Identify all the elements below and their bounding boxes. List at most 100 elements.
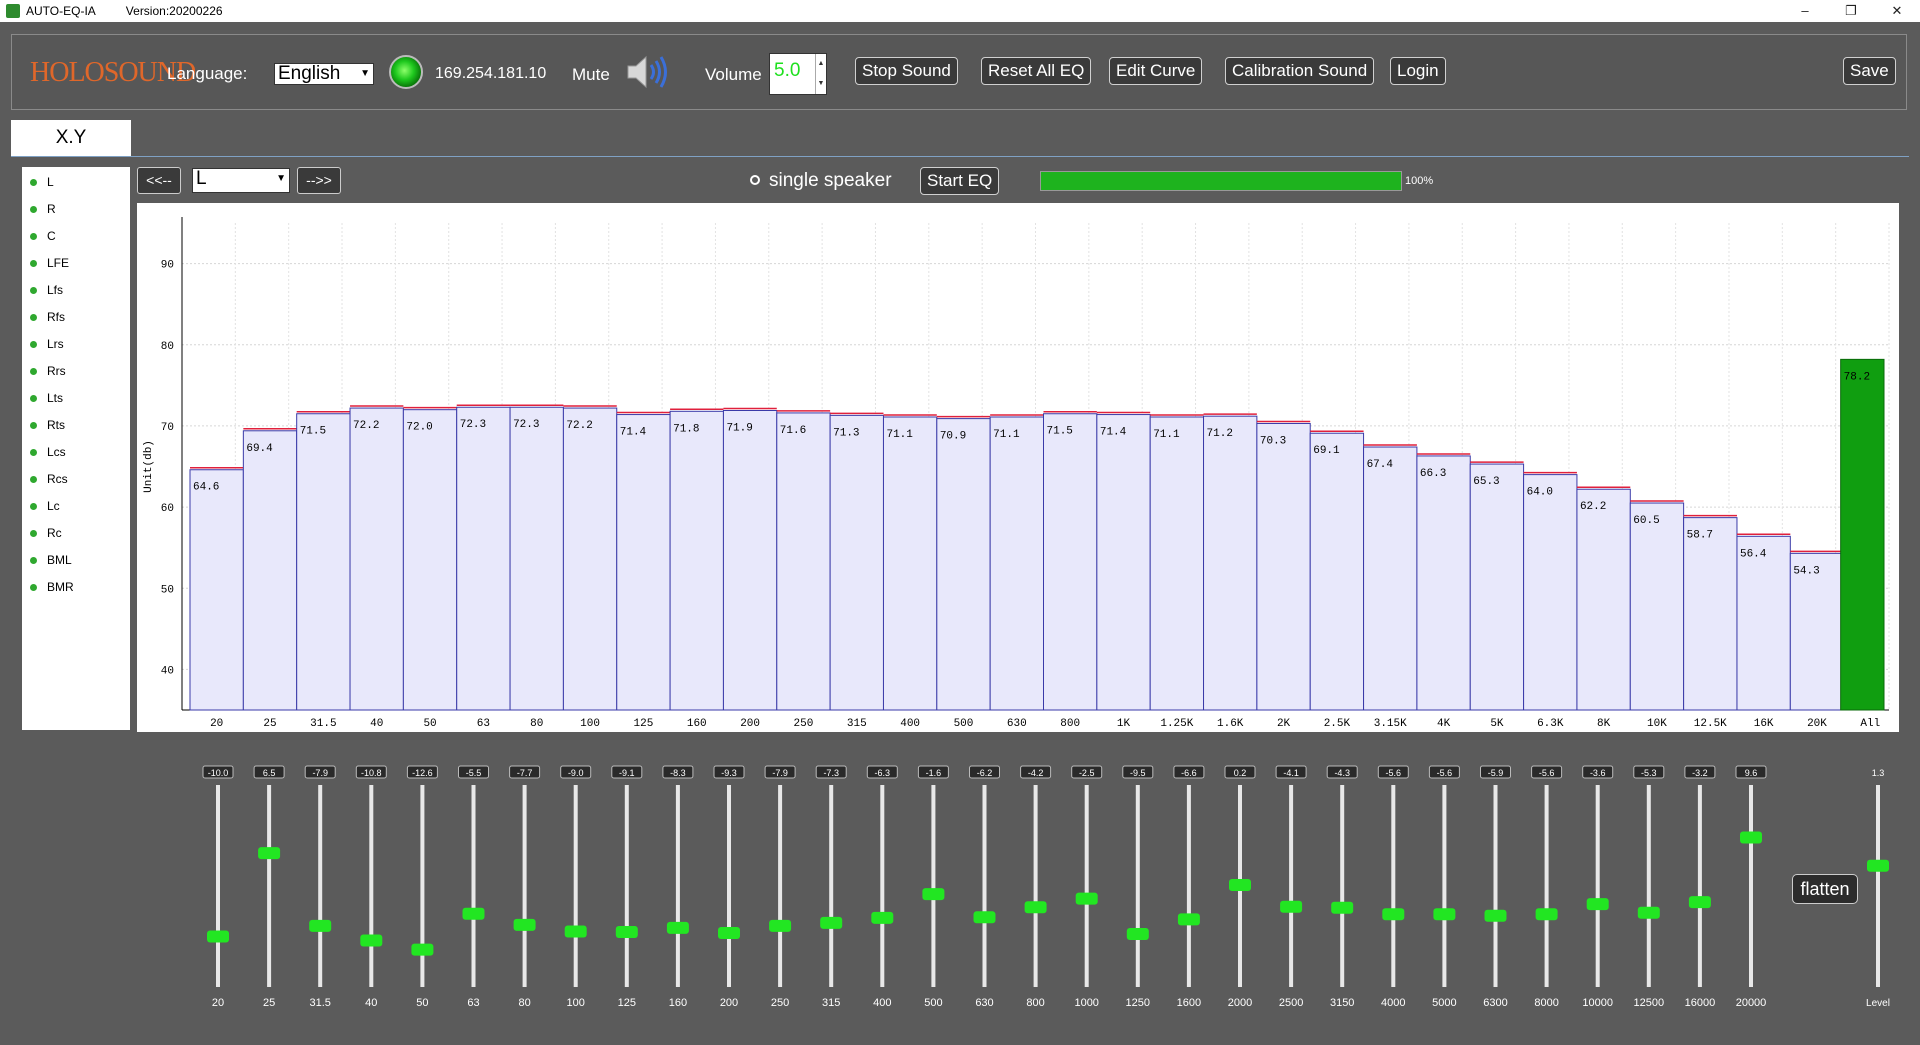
channel-status-icon [30, 232, 37, 240]
slider-handle[interactable] [1688, 896, 1711, 909]
channel-item-rc[interactable]: Rc [30, 526, 62, 540]
bar [349, 407, 404, 711]
tab-xy[interactable]: X.Y [11, 120, 131, 156]
band-label: 3150 [1330, 997, 1354, 1009]
slider-handle[interactable] [309, 919, 332, 932]
slider-handle[interactable] [1382, 908, 1405, 921]
x-tick-label: 250 [794, 718, 814, 730]
speaker-volume-icon[interactable] [626, 52, 670, 92]
bar [1789, 552, 1845, 711]
gain-value: 9.6 [1745, 768, 1758, 778]
spin-arrows-icon[interactable]: ▲ ▼ [815, 54, 826, 94]
next-channel-button[interactable]: -->> [297, 167, 341, 194]
slider-handle[interactable] [1586, 898, 1609, 911]
channel-status-icon [30, 529, 37, 537]
channel-item-lts[interactable]: Lts [30, 391, 63, 405]
reset-all-eq-button[interactable]: Reset All EQ [981, 57, 1092, 85]
slider-handle[interactable] [1535, 908, 1558, 921]
stop-sound-button[interactable]: Stop Sound [855, 57, 958, 85]
slider-handle[interactable] [1075, 892, 1098, 905]
slider-handle[interactable] [258, 847, 281, 860]
slider-handle[interactable] [513, 918, 536, 931]
channel-item-lc[interactable]: Lc [30, 499, 60, 513]
slider-handle[interactable] [1433, 908, 1456, 921]
x-tick-label: 160 [687, 718, 707, 730]
bar-value-label: 71.5 [1047, 426, 1073, 438]
slider-handle[interactable] [1484, 909, 1507, 922]
edit-curve-button[interactable]: Edit Curve [1109, 57, 1203, 85]
slider-handle[interactable] [564, 925, 587, 938]
maximize-icon[interactable]: ❐ [1845, 3, 1857, 18]
channel-item-bmr[interactable]: BMR [30, 580, 74, 594]
slider-handle[interactable] [462, 907, 485, 920]
slider-handle[interactable] [615, 925, 638, 938]
bar [669, 410, 724, 711]
channel-item-lcs[interactable]: Lcs [30, 445, 66, 459]
slider-handle[interactable] [820, 916, 843, 929]
slider-handle[interactable] [1280, 900, 1303, 913]
channel-item-rrs[interactable]: Rrs [30, 364, 66, 378]
channel-item-lfs[interactable]: Lfs [30, 283, 63, 297]
slider-handle[interactable] [1126, 927, 1149, 940]
slider-handle[interactable] [1740, 831, 1762, 844]
channel-item-lrs[interactable]: Lrs [30, 337, 64, 351]
channel-select[interactable]: L ▼ [192, 168, 290, 193]
save-button[interactable]: Save [1843, 57, 1896, 85]
channel-item-l[interactable]: L [30, 175, 54, 189]
slider-handle[interactable] [1331, 901, 1354, 914]
gain-value-box [662, 765, 694, 779]
flatten-button[interactable]: flatten [1792, 874, 1858, 904]
bar-value-label: 72.0 [406, 422, 432, 434]
x-tick-label: 25 [263, 718, 276, 730]
gain-value-box [560, 765, 592, 779]
channel-item-r[interactable]: R [30, 202, 56, 216]
calibration-sound-button[interactable]: Calibration Sound [1225, 57, 1375, 85]
gain-value-box [1020, 765, 1052, 779]
slider-handle[interactable] [360, 934, 383, 947]
slider-handle[interactable] [1637, 906, 1660, 919]
channel-item-rcs[interactable]: Rcs [30, 472, 68, 486]
gain-value: -4.1 [1283, 768, 1299, 778]
slider-handle[interactable] [973, 911, 996, 924]
previous-channel-button[interactable]: <<-- [137, 167, 181, 194]
gain-value: -10.8 [361, 768, 382, 778]
slider-handle[interactable] [666, 921, 689, 934]
bar-value-label: 71.1 [993, 429, 1020, 441]
minimize-icon[interactable]: – [1801, 3, 1809, 18]
band-label: 500 [924, 997, 942, 1009]
slider-handle[interactable] [922, 888, 945, 901]
slider-track [573, 785, 578, 987]
channel-item-lfe[interactable]: LFE [30, 256, 69, 270]
bar-value-label: 71.3 [833, 427, 859, 439]
start-eq-button[interactable]: Start EQ [920, 167, 1000, 195]
slider-handle[interactable] [1177, 913, 1200, 926]
gain-value: -5.5 [466, 768, 482, 778]
volume-spinbox[interactable]: 5.0 ▲ ▼ [769, 53, 827, 95]
slider-handle[interactable] [207, 930, 229, 943]
channel-item-rts[interactable]: Rts [30, 418, 65, 432]
slider-handle[interactable] [769, 919, 792, 932]
slider-handle[interactable] [411, 943, 434, 956]
band-label: 400 [873, 997, 891, 1009]
x-tick-label: 2.5K [1324, 718, 1351, 730]
chevron-down-icon: ▼ [360, 68, 370, 79]
gain-value-box [1480, 765, 1511, 779]
gain-value: -2.5 [1079, 768, 1095, 778]
eq-sliders-svg: -10.0 20 6.5 25 -7.9 31.5 -10.8 40 -12.6 50 -5.5 63… [202, 765, 1890, 1009]
level-handle[interactable] [1867, 859, 1889, 872]
slider-track [1186, 785, 1191, 987]
slider-handle[interactable] [1024, 901, 1047, 914]
level-label: Level [1866, 998, 1890, 1009]
slider-handle[interactable] [718, 926, 740, 939]
slider-handle[interactable] [871, 911, 894, 924]
channel-item-c[interactable]: C [30, 229, 56, 243]
single-speaker-radio[interactable] [750, 175, 760, 185]
slider-handle[interactable] [1229, 878, 1251, 891]
channel-item-bml[interactable]: BML [30, 553, 72, 567]
close-icon[interactable]: ✕ [1891, 3, 1903, 18]
band-label: 2500 [1279, 997, 1303, 1009]
channel-item-rfs[interactable]: Rfs [30, 310, 65, 324]
eq-slider-panel: -10.0 20 6.5 25 -7.9 31.5 -10.8 40 -12.6 50 -5.5 63… [0, 750, 1920, 1040]
language-select[interactable]: English ▼ [274, 63, 374, 85]
login-button[interactable]: Login [1390, 57, 1446, 85]
